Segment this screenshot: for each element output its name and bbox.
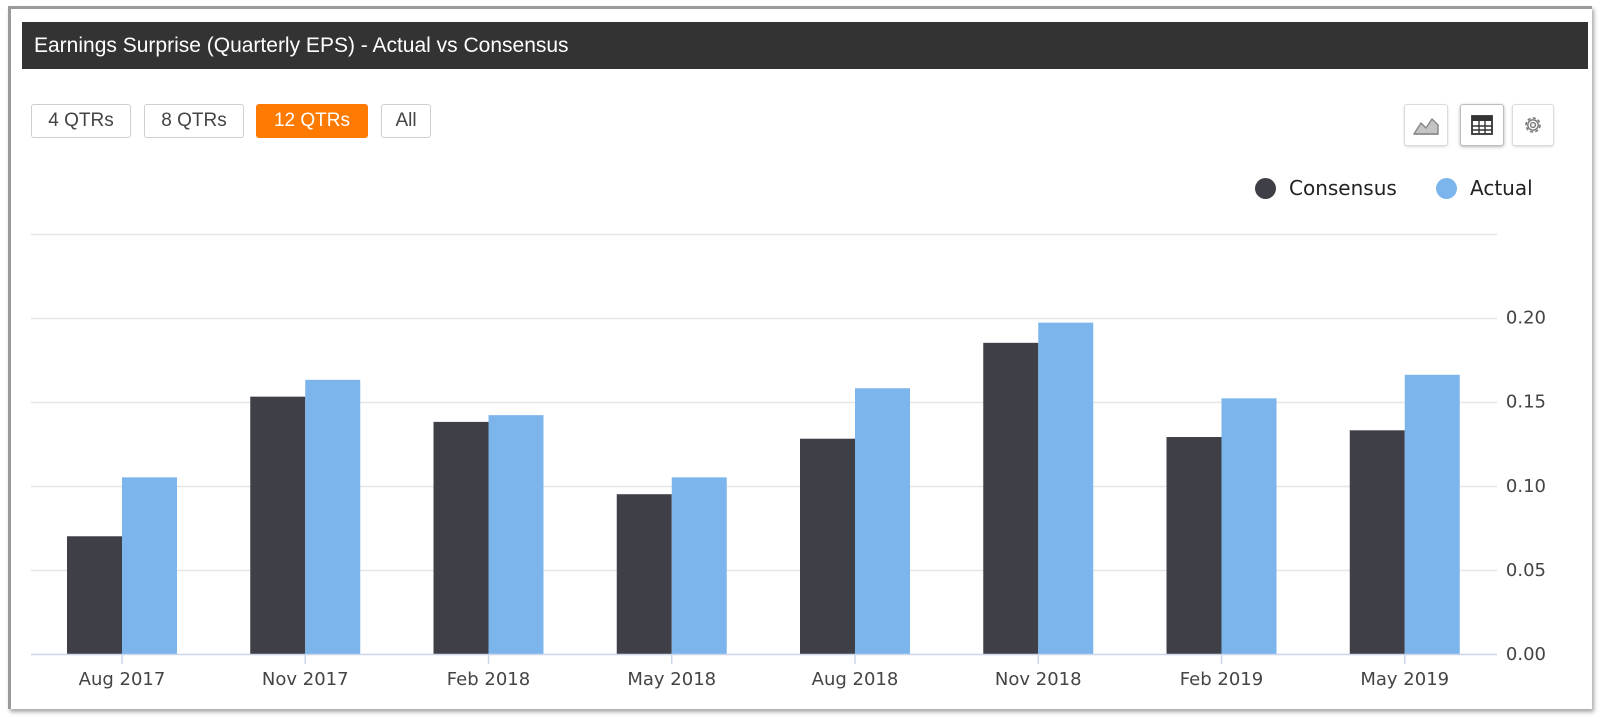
x-tick-label: Feb 2018: [447, 669, 530, 690]
x-tick-label: May 2019: [1360, 669, 1449, 690]
actual-legend-marker: [1436, 177, 1457, 199]
consensus-bar: [67, 536, 122, 654]
chart-view-button[interactable]: [1404, 104, 1448, 146]
actual-bar: [671, 477, 727, 654]
table-icon: [1471, 115, 1493, 135]
area-chart-icon: [1413, 118, 1439, 135]
y-tick-label: 0.05: [1506, 560, 1546, 581]
legend-item-actual[interactable]: Actual: [1436, 174, 1533, 202]
y-tick-label: 0.00: [1506, 644, 1546, 665]
panel-title: Earnings Surprise (Quarterly EPS) - Actu…: [22, 22, 1588, 69]
range-button-12-qtrs[interactable]: 12 QTRs: [256, 104, 368, 138]
gear-icon: [1525, 117, 1541, 133]
actual-bar: [1038, 322, 1094, 654]
x-tick-label: Feb 2019: [1180, 669, 1263, 690]
consensus-bar: [1166, 437, 1222, 654]
range-button-all[interactable]: All: [381, 104, 431, 138]
actual-bar: [855, 388, 910, 654]
consensus-bar: [250, 396, 306, 654]
x-tick-label: Nov 2018: [995, 669, 1082, 690]
consensus-legend-marker: [1255, 177, 1276, 199]
y-tick-label: 0.15: [1506, 392, 1546, 413]
actual-bar: [1404, 374, 1460, 654]
x-tick-label: May 2018: [627, 669, 716, 690]
actual-bar: [305, 379, 361, 654]
x-tick-label: Nov 2017: [262, 669, 349, 690]
actual-bar: [488, 415, 544, 654]
actual-bar: [122, 477, 177, 654]
x-tick-label: Aug 2017: [79, 669, 166, 690]
consensus-bar: [616, 494, 672, 654]
consensus-bar: [1349, 430, 1405, 654]
consensus-bar: [433, 421, 489, 654]
actual-bar: [1221, 398, 1277, 654]
x-tick-label: Aug 2018: [812, 669, 899, 690]
y-tick-label: 0.20: [1506, 308, 1546, 329]
consensus-bar: [983, 342, 1039, 654]
range-button-4-qtrs[interactable]: 4 QTRs: [31, 104, 131, 138]
range-button-8-qtrs[interactable]: 8 QTRs: [144, 104, 244, 138]
consensus-bar: [800, 438, 855, 654]
y-tick-label: 0.10: [1506, 476, 1546, 497]
legend-label-actual: Actual: [1470, 176, 1533, 200]
table-view-button[interactable]: [1460, 104, 1504, 146]
legend-label-consensus: Consensus: [1289, 176, 1397, 200]
legend-item-consensus[interactable]: Consensus: [1255, 174, 1397, 202]
settings-button[interactable]: [1512, 104, 1554, 146]
